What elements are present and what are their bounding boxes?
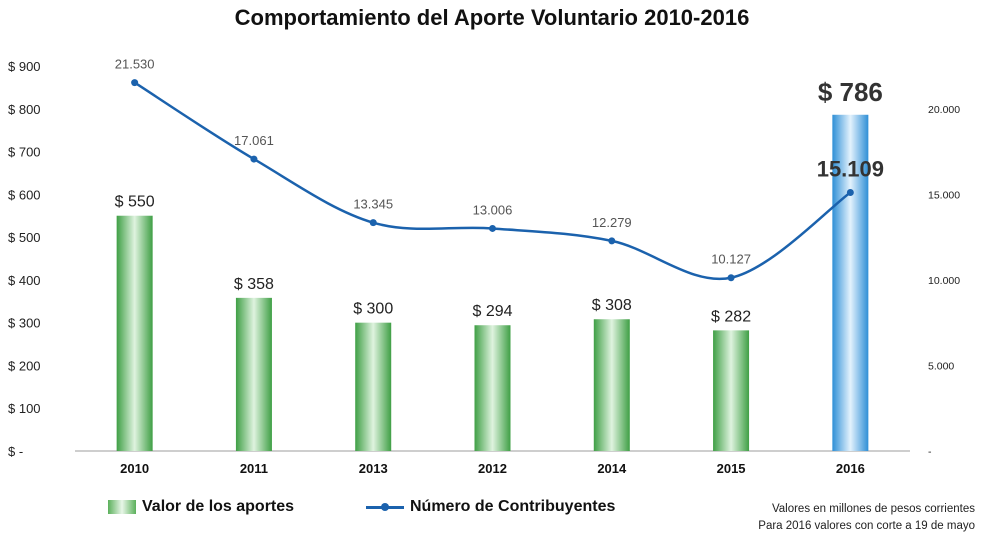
legend-bar-label: Valor de los aportes [142,498,295,515]
y-right-tick-label: 5.000 [928,360,954,372]
bar-data-label: $ 282 [711,308,751,325]
line-data-label: 15.109 [817,156,884,181]
x-tick-label: 2010 [120,461,149,476]
bar-data-label: $ 294 [472,303,512,320]
y-left-tick-label: $ 600 [8,187,41,202]
chart-title: Comportamiento del Aporte Voluntario 201… [234,5,750,30]
y-left-tick-label: $ 700 [8,145,41,160]
y-right-tick-label: 15.000 [928,189,960,201]
line-data-label: 21.530 [115,57,155,72]
legend-line-swatch [366,502,404,511]
bar-data-label: $ 300 [353,301,393,318]
y-left-tick-label: $ - [8,444,23,459]
legend-bar-swatch [108,500,136,514]
bar-data-label: $ 786 [818,77,883,107]
y-right-tick-label: - [928,446,932,458]
x-tick-label: 2012 [478,461,507,476]
line-data-label: 13.006 [473,202,513,217]
legend-line-label: Número de Contribuyentes [410,498,616,515]
line-point [369,219,377,227]
bar-data-label: $ 308 [592,297,632,314]
note-line-2: Para 2016 valores con corte a 19 de mayo [758,520,975,532]
y-left-tick-label: $ 200 [8,358,41,373]
y-left-tick-label: $ 900 [8,59,41,74]
y-left-tick-label: $ 300 [8,316,41,331]
bar [116,215,153,451]
y-left-tick-label: $ 100 [8,401,41,416]
y-left-tick-label: $ 800 [8,102,41,117]
x-tick-label: 2015 [717,461,746,476]
legend-item-line: Número de Contribuyentes [366,498,615,516]
line-point [727,274,735,282]
bar [235,297,272,451]
x-tick-label: 2011 [240,461,268,476]
line-point [131,79,139,87]
y-left-tick-label: $ 500 [8,230,41,245]
chart-note: Valores en millones de pesos corrientes … [640,501,975,535]
y-right-tick-label: 10.000 [928,275,960,287]
x-tick-label: 2014 [597,461,627,476]
bar [593,319,630,451]
series-line-contribuyentes [133,81,852,281]
line-point [608,237,616,245]
line-point [489,224,496,232]
line-data-label: 10.127 [711,252,751,267]
bar [355,322,392,451]
x-tick-label: 2016 [836,461,865,476]
x-tick-label: 2013 [359,461,388,476]
bar [713,330,750,451]
bar-data-label: $ 358 [234,276,274,293]
legend-item-bars: Valor de los aportes [108,498,294,516]
y-left-tick-label: $ 400 [8,273,41,288]
note-line-1: Valores en millones de pesos corrientes [771,503,975,515]
y-right-tick-label: 20.000 [928,104,960,116]
line-data-label: 13.345 [353,197,393,212]
line-data-label: 12.279 [592,215,632,230]
bar [474,325,511,451]
bar [832,114,869,452]
line-point [250,155,258,163]
line-point [846,188,854,196]
bar-data-label: $ 550 [115,194,155,211]
line-data-label: 17.061 [234,133,274,148]
